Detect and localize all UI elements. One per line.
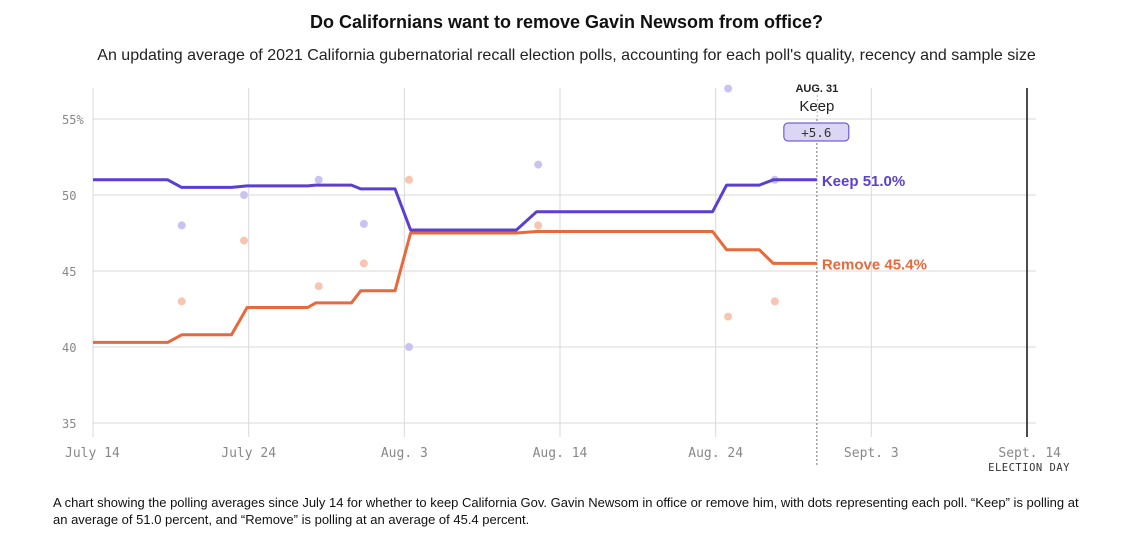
remove-poll-dot	[770, 297, 779, 306]
x-tick-label: Aug. 3	[381, 446, 428, 461]
keep-poll-dot	[534, 160, 543, 169]
keep-poll-dot	[724, 84, 733, 93]
annotation-leader-label: Keep	[799, 98, 834, 115]
remove-poll-dot	[405, 175, 414, 184]
chart-subtitle: An updating average of 2021 California g…	[97, 47, 1036, 64]
chart-caption: A chart showing the polling averages sin…	[53, 495, 1079, 527]
x-tick-label: July 14	[65, 446, 120, 461]
remove-poll-dot	[314, 282, 323, 291]
election-day-label: ELECTION DAY	[988, 462, 1070, 474]
x-tick-label: Sept. 3	[844, 446, 899, 461]
x-tick-label: Aug. 24	[688, 446, 743, 461]
chart-title: Do Californians want to remove Gavin New…	[309, 12, 824, 32]
remove-poll-dot	[534, 221, 543, 230]
y-tick-label: 35	[62, 417, 76, 431]
keep-average-line	[93, 178, 817, 232]
remove-poll-dot	[724, 312, 733, 321]
annotation-background	[749, 95, 817, 117]
remove-poll-dot	[239, 236, 248, 245]
x-tick-label: Aug. 14	[533, 446, 588, 461]
y-tick-label: 55%	[62, 113, 84, 127]
x-tick-label: July 24	[221, 446, 276, 461]
keep-end-label: Keep 51.0%	[822, 173, 905, 190]
annotation-date-label: AUG. 31	[795, 83, 838, 95]
remove-end-label: Remove 45.4%	[822, 256, 927, 273]
polling-average-chart: 55% 50 45 40 35 July 14 July 24 Aug. 3 Aug. 14 Au…	[62, 83, 1070, 474]
keep-poll-dot	[177, 221, 186, 230]
keep-poll-dot	[239, 191, 248, 199]
remove-average-line	[93, 230, 817, 344]
keep-poll-dot	[359, 219, 368, 228]
remove-poll-dot	[359, 259, 368, 268]
y-tick-label: 45	[62, 265, 76, 279]
y-tick-label: 40	[62, 341, 76, 355]
keep-poll-dot	[405, 343, 414, 351]
margin-badge	[783, 122, 850, 142]
y-tick-label: 50	[62, 189, 76, 203]
remove-poll-dot	[177, 297, 186, 306]
keep-poll-dot	[314, 175, 323, 184]
margin-badge-label: +5.6	[801, 125, 831, 140]
x-tick-label: Sept. 14	[998, 446, 1061, 461]
